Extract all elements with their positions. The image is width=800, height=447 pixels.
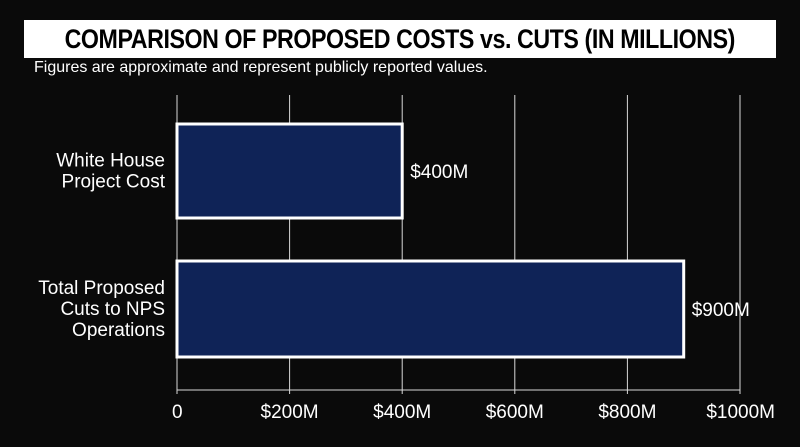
category-label-1-line-0: Total Proposed: [38, 278, 165, 299]
title-banner: COMPARISON OF PROPOSED COSTS vs. CUTS (I…: [24, 20, 776, 58]
category-label-0-line-0: White House: [56, 151, 165, 172]
bar-1: [175, 259, 686, 359]
x-tick-label-0: 0: [172, 402, 183, 423]
x-tick-label-4: $800M: [598, 402, 656, 423]
data-label-1: $900M: [692, 300, 750, 321]
category-label-1-line-1: Cuts to NPS: [60, 299, 165, 320]
x-tick-label-5: $1000M: [706, 402, 775, 423]
data-label-0: $400M: [410, 162, 468, 183]
bar-0: [175, 122, 404, 220]
category-label-1: Total Proposed Cuts to NPS Operations: [38, 278, 165, 341]
category-label-0: White House Project Cost: [56, 151, 165, 193]
x-tick-label-3: $600M: [486, 402, 544, 423]
x-tick-label-2: $400M: [373, 402, 431, 423]
chart-title: COMPARISON OF PROPOSED COSTS vs. CUTS (I…: [64, 23, 736, 54]
chart-subtitle: Figures are approximate and represent pu…: [34, 59, 488, 76]
category-label-1-line-2: Operations: [72, 320, 165, 341]
category-label-0-line-1: Project Cost: [62, 172, 166, 193]
x-tick-label-1: $200M: [261, 402, 319, 423]
